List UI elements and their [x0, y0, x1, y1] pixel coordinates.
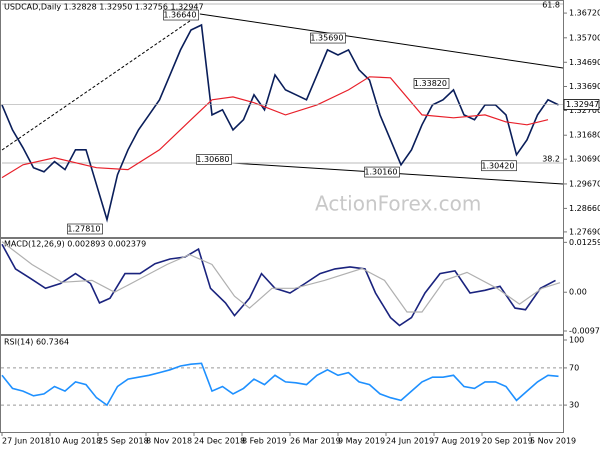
annotation-label: 1.35690 — [310, 34, 343, 43]
y-tick-label: 70 — [569, 363, 579, 372]
annotation-box — [364, 166, 400, 178]
y-tick-label: 0.012599 — [569, 238, 600, 247]
y-tick-label: 1.30690 — [569, 155, 600, 164]
x-tick-label: 8 Feb 2019 — [242, 437, 287, 446]
macd-title: MACD(12,26,9) 0.002893 0.002379 — [4, 240, 146, 249]
annotation-label: 1.27810 — [67, 225, 100, 234]
fib-label: 61.8 — [542, 1, 560, 10]
x-tick-label: 8 Nov 2018 — [146, 437, 192, 446]
y-tick-label: 1.32700 — [569, 106, 600, 115]
x-tick-label: 24 Jun 2019 — [386, 437, 434, 446]
x-tick-label: 25 Sep 2018 — [98, 437, 149, 446]
y-tick-label: 0.00 — [569, 288, 587, 297]
series-line — [1, 23, 559, 223]
annotation-box — [413, 78, 450, 89]
series-line — [1, 362, 559, 407]
annotation-box — [67, 223, 103, 235]
x-tick-label: 20 Sep 2019 — [482, 437, 533, 446]
price-panel — [0, 0, 564, 238]
annotation-box — [163, 9, 199, 21]
macd-panel — [0, 238, 564, 335]
y-tick-label: -0.00979 — [569, 327, 600, 336]
y-tick-label: 1.36720 — [569, 9, 600, 18]
series-line — [1, 241, 561, 313]
y-tick-label: 100 — [569, 336, 584, 345]
x-tick-label: 26 Mar 2019 — [290, 437, 341, 446]
rsi-panel — [0, 335, 564, 433]
y-tick-label: 1.33690 — [569, 82, 600, 91]
y-tick-label: 1.31680 — [569, 131, 600, 140]
x-tick-label: 7 Aug 2019 — [434, 437, 480, 446]
annotation-label: 1.30680 — [196, 155, 229, 164]
y-tick-label: 1.34690 — [569, 58, 600, 67]
y-tick-label: 1.29670 — [569, 179, 600, 188]
y-tick-label: 1.35700 — [569, 33, 600, 42]
watermark: ActionForex.com — [315, 192, 481, 216]
last-price-label: 1.32947 — [566, 100, 599, 109]
x-tick-label: 27 Jun 2018 — [2, 437, 50, 446]
rsi-title: RSI(14) 60.7364 — [4, 338, 69, 347]
series-line — [1, 76, 549, 179]
trend-line — [199, 13, 564, 69]
annotation-box — [310, 32, 346, 44]
annotation-label: 1.33820 — [414, 79, 447, 88]
y-tick-label: 1.28660 — [569, 204, 600, 213]
x-tick-label: 24 Dec 2018 — [194, 437, 245, 446]
annotation-label: 1.36640 — [163, 11, 196, 20]
y-tick-label: 30 — [569, 401, 579, 410]
x-tick-label: 10 Aug 2018 — [50, 437, 101, 446]
annotation-box — [196, 154, 232, 165]
annotation-box — [481, 160, 517, 172]
last-price-box — [563, 99, 600, 110]
x-tick-label: 9 May 2019 — [338, 437, 385, 446]
annotation-label: 1.30160 — [364, 168, 397, 177]
chart-title: USDCAD,Daily 1.32828 1.32950 1.32756 1.3… — [4, 3, 204, 12]
x-tick-label: 5 Nov 2019 — [530, 437, 576, 446]
y-tick-label: 1.27690 — [569, 227, 600, 236]
fib-label: 38.2 — [542, 155, 560, 164]
annotation-label: 1.30420 — [481, 161, 514, 170]
trend-line — [1, 13, 201, 151]
